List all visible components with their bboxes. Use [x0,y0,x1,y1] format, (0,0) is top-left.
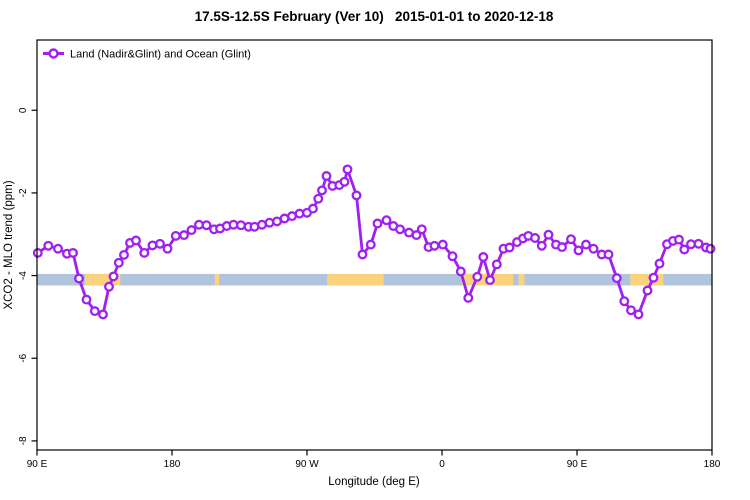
data-point [147,240,158,251]
data-point [179,230,189,241]
data-point [131,235,141,246]
y-axis: 0 -2 -4 -6 -8 [18,107,37,445]
chart-title: 17.5S-12.5S February (Ver 10) 2015-01-01… [195,9,554,24]
data-point [264,217,275,228]
series-layer [32,164,716,320]
y-tick-label: -8 [18,436,29,445]
data-point [463,292,474,303]
data-point [654,258,665,269]
data-point [201,220,212,231]
land-patch [214,273,220,286]
data-point [139,247,150,258]
data-point [543,229,554,240]
data-point [98,309,108,320]
x-tick-label: 90 E [567,459,588,470]
legend-label: Land (Nadir&Glint) and Ocean (Glint) [70,49,251,61]
data-point [162,243,173,254]
data-point [365,239,376,250]
data-point [372,218,383,229]
data-point [530,233,540,243]
data-point [53,243,63,254]
land-patch [327,273,384,286]
data-point [674,234,684,245]
data-point [313,193,324,204]
y-axis-label: XCO2 - MLO trend (ppm) [3,180,15,309]
data-point [321,171,332,181]
data-point [108,271,119,282]
legend-marker-icon [48,48,59,59]
data-point [619,296,630,307]
y-tick-label: -2 [18,188,29,197]
data-point [74,273,84,284]
data-point [395,224,405,235]
data-point [113,257,124,268]
data-point [642,285,653,296]
data-point [186,225,197,236]
data-point [485,275,495,286]
data-point [581,239,591,250]
data-point [491,259,502,270]
data-point [472,271,483,282]
data-point [447,251,458,262]
x-tick-label: 0 [439,459,445,470]
legend: Land (Nadir&Glint) and Ocean (Glint) [43,48,251,61]
data-point [81,294,92,305]
x-tick-label: 180 [164,459,181,470]
data-point [603,249,614,260]
x-tick-label: 90 E [27,459,48,470]
data-point [611,273,622,284]
data-point [339,176,350,187]
land-patch [630,273,664,286]
data-point [416,224,427,235]
land-ocean-strip [37,273,712,286]
data-point [170,230,181,241]
data-point [357,249,368,260]
data-point [411,230,422,241]
data-point [119,249,129,260]
data-point [626,305,636,316]
x-axis: 90 E 180 90 W 0 90 E 180 [27,450,721,470]
x-axis-label: Longitude (deg E) [328,476,420,488]
data-point [573,245,584,256]
data-point [351,190,362,201]
data-point [536,240,547,251]
data-point [236,220,246,231]
data-point [104,281,114,292]
data-point [381,215,392,226]
x-tick-label: 90 W [295,459,319,470]
land-patch [85,273,121,286]
data-point [437,239,448,250]
plot-frame [36,39,713,451]
data-point [155,238,165,249]
data-point [32,247,43,258]
data-point [68,247,78,258]
y-tick-label: 0 [18,107,29,113]
data-point [679,244,690,255]
data-point [557,242,567,253]
data-point [89,306,100,317]
data-point [633,309,644,320]
data-point [342,164,353,175]
data-point [317,185,327,196]
data-point [429,240,440,251]
data-point [308,203,318,214]
data-point [455,266,466,277]
data-point [504,242,515,253]
y-tick-label: -4 [18,271,29,280]
land-patch [518,273,525,286]
data-point [693,238,704,249]
data-point [648,272,659,283]
y-tick-label: -6 [18,353,29,362]
data-point [566,234,576,245]
data-point [705,243,716,254]
data-point [478,252,489,262]
data-point [588,243,599,254]
data-point [43,240,54,251]
x-tick-label: 180 [704,459,721,470]
